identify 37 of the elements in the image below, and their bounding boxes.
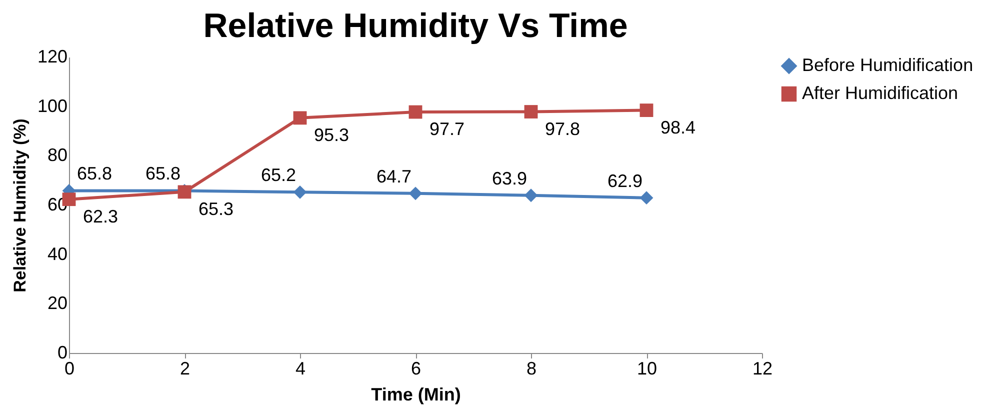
legend-label: After Humidification — [802, 83, 958, 103]
data-label: 65.2 — [260, 165, 296, 186]
y-tick-label: 20 — [47, 293, 68, 314]
x-tick-label: 12 — [752, 358, 773, 378]
x-tick-label: 8 — [526, 358, 537, 378]
data-label: 65.8 — [77, 164, 112, 184]
data-label: 65.3 — [198, 198, 234, 219]
point — [640, 191, 654, 205]
y-tick-label: 0 — [57, 342, 68, 362]
y-tick-label: 100 — [37, 96, 68, 116]
point — [524, 105, 538, 118]
x-axis-title: Time (Min) — [371, 384, 461, 404]
data-label: 62.9 — [607, 170, 642, 191]
legend-label: Before Humidification — [802, 55, 974, 75]
x-tick-label: 2 — [180, 358, 190, 378]
point — [408, 105, 422, 119]
data-label: 97.8 — [545, 118, 580, 139]
x-tick-label: 10 — [636, 358, 658, 378]
point — [640, 104, 654, 117]
y-tick-label: 120 — [37, 46, 68, 66]
y-tick-label: 80 — [47, 145, 68, 166]
chart-title: Relative Humidity Vs Time — [203, 7, 628, 45]
x-tick-label: 4 — [295, 358, 306, 378]
data-label: 62.3 — [83, 206, 118, 226]
y-tick-label: 40 — [47, 244, 68, 264]
data-label: 63.9 — [492, 168, 527, 188]
data-label: 65.8 — [145, 164, 180, 184]
data-label: 64.7 — [376, 166, 412, 186]
y-axis-title: Relative Humidity (%) — [10, 118, 30, 292]
data-label: 97.7 — [430, 119, 465, 140]
data-label: 98.4 — [660, 117, 696, 138]
point — [293, 185, 307, 199]
point — [524, 188, 538, 202]
x-tick-label: 6 — [410, 358, 422, 378]
data-label: 95.3 — [314, 124, 350, 145]
point — [293, 111, 307, 125]
point — [408, 186, 422, 200]
